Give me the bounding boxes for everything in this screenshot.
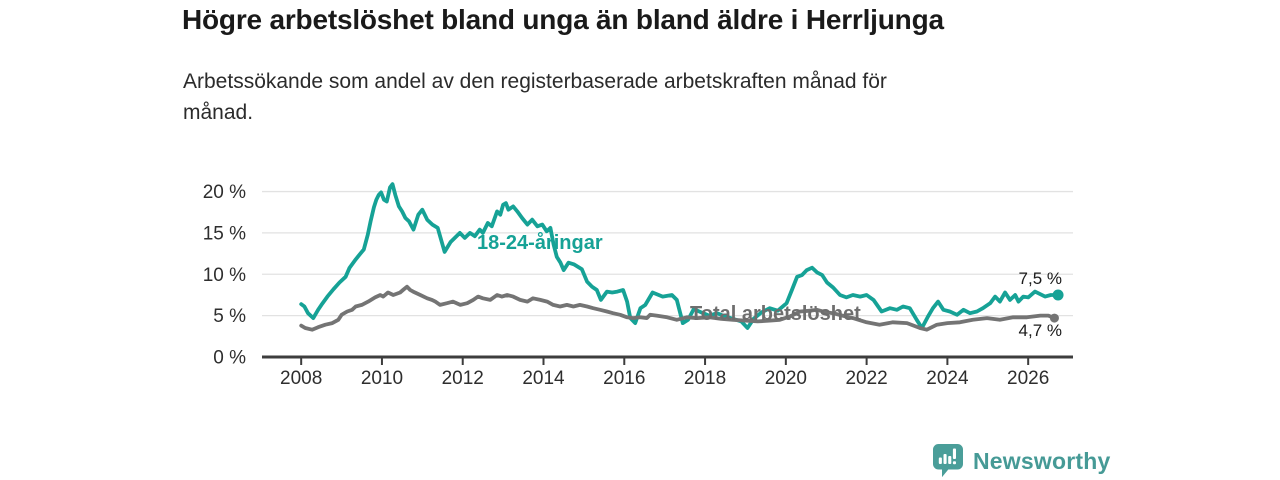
x-axis-tick-label: 2026: [1007, 368, 1049, 389]
x-axis-tick-label: 2014: [522, 368, 565, 389]
newsworthy-logo: Newsworthy: [932, 443, 1110, 479]
y-axis-tick-label: 10 %: [203, 265, 246, 286]
series-label-youth: 18-24-åringar: [477, 232, 603, 254]
chart-subtitle: Arbetssökande som andel av den registerb…: [183, 66, 1083, 128]
chart-subtitle-line2: månad.: [183, 101, 254, 124]
end-value-label-total: 4,7 %: [1018, 321, 1062, 340]
x-axis-tick-label: 2012: [442, 368, 484, 389]
y-axis-tick-label: 20 %: [203, 182, 246, 203]
end-dot-18-24-aringar: [1052, 289, 1064, 301]
x-axis-tick-label: 2018: [684, 368, 726, 389]
x-axis-tick-label: 2020: [765, 368, 807, 389]
y-axis-tick-label: 5 %: [213, 306, 246, 327]
x-axis-tick-label: 2024: [926, 368, 969, 389]
y-axis-tick-label: 0 %: [213, 348, 246, 369]
page-title: Högre arbetslöshet bland unga än bland ä…: [182, 4, 944, 35]
line-total-arbetsloshet: [299, 284, 1057, 332]
chart-subtitle-line1: Arbetssökande som andel av den registerb…: [183, 70, 887, 93]
newsworthy-wordmark: Newsworthy: [973, 447, 1111, 474]
end-dot-total-arbetsloshet: [1049, 313, 1059, 323]
x-axis-tick-label: 2022: [845, 368, 887, 389]
x-axis-tick-label: 2008: [280, 368, 322, 389]
x-axis-tick-label: 2010: [361, 368, 403, 389]
x-axis-tick-label: 2016: [603, 368, 645, 389]
line-18-24-aringar: [299, 182, 1060, 330]
end-value-label-youth: 7,5 %: [1018, 269, 1062, 288]
bar-chart-speech-bubble-icon: [933, 444, 963, 478]
series-label-total: Total arbetslöshet: [690, 303, 861, 325]
y-axis-tick-label: 15 %: [203, 223, 246, 244]
